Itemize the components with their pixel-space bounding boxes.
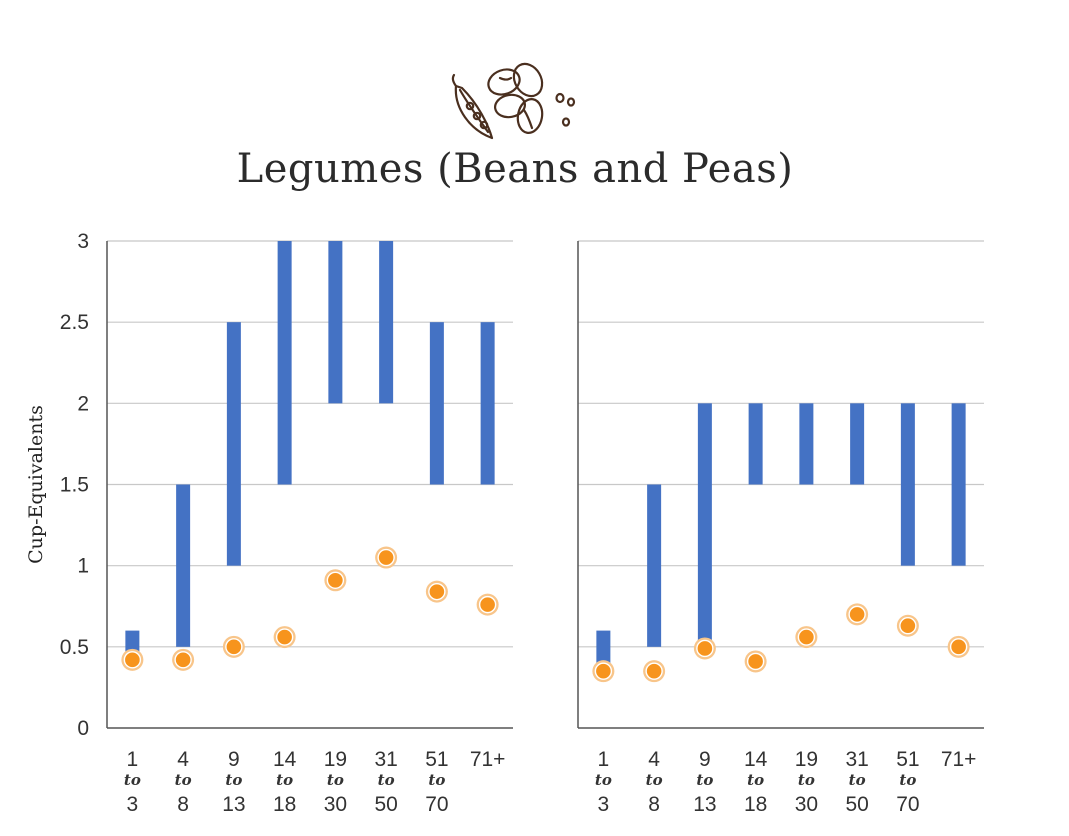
intake-dot xyxy=(275,628,294,646)
intake-dot xyxy=(899,617,917,635)
age-from-label: 51 xyxy=(425,748,448,771)
range-bar xyxy=(176,484,191,647)
age-to-label: 3 xyxy=(598,793,610,816)
range-bar xyxy=(647,484,662,647)
intake-dot xyxy=(174,651,192,669)
age-to-label: 70 xyxy=(425,793,448,816)
age-from-label: 51 xyxy=(896,748,919,771)
age-to-label: 3 xyxy=(127,793,139,816)
age-to-word: to xyxy=(747,771,764,789)
range-bar xyxy=(900,403,915,566)
y-tick-label: 2.5 xyxy=(60,311,89,334)
range-bar xyxy=(697,403,712,649)
intake-dot xyxy=(123,651,142,669)
age-to-word: to xyxy=(428,771,445,789)
age-to-label: 8 xyxy=(648,793,660,816)
y-tick-label: 1 xyxy=(77,555,89,578)
age-to-label: 30 xyxy=(795,793,818,816)
age-to-word: to xyxy=(849,771,866,789)
range-bar xyxy=(850,403,865,485)
age-to-label: 50 xyxy=(374,793,397,816)
intake-dot xyxy=(478,595,497,614)
age-from-label: 4 xyxy=(177,748,189,771)
chart-panel-1: 00.511.522.53Cup-Equivalents1to34to89to1… xyxy=(25,230,513,816)
range-bar xyxy=(748,403,763,485)
intake-dot xyxy=(428,582,446,601)
age-from-label: 31 xyxy=(845,748,868,771)
range-bar xyxy=(328,241,343,404)
age-to-word: to xyxy=(899,771,916,789)
age-from-label: 71+ xyxy=(941,748,977,771)
range-bar xyxy=(429,322,444,485)
y-tick-label: 3 xyxy=(77,230,89,253)
age-from-label: 9 xyxy=(699,748,711,771)
range-bar xyxy=(379,241,394,404)
intake-dot xyxy=(949,638,968,656)
age-from-label: 71+ xyxy=(470,748,506,771)
range-bar xyxy=(480,322,495,485)
age-to-word: to xyxy=(225,771,242,789)
age-to-word: to xyxy=(276,771,293,789)
intake-dot xyxy=(645,662,663,680)
age-from-label: 1 xyxy=(127,748,139,771)
range-bar xyxy=(226,322,241,566)
age-to-word: to xyxy=(175,771,192,789)
age-to-word: to xyxy=(327,771,344,789)
intake-dot xyxy=(848,605,866,624)
age-to-label: 18 xyxy=(744,793,767,816)
age-from-label: 1 xyxy=(598,748,610,771)
age-to-word: to xyxy=(378,771,395,789)
y-tick-label: 1.5 xyxy=(60,474,89,497)
age-to-label: 8 xyxy=(177,793,189,816)
age-to-word: to xyxy=(646,771,663,789)
age-from-label: 14 xyxy=(744,748,768,771)
intake-dot xyxy=(746,652,765,671)
intake-dot xyxy=(377,548,395,567)
age-from-label: 4 xyxy=(648,748,660,771)
age-to-label: 30 xyxy=(324,793,347,816)
age-to-word: to xyxy=(124,771,141,789)
age-from-label: 9 xyxy=(228,748,240,771)
age-from-label: 19 xyxy=(324,748,347,771)
age-from-label: 31 xyxy=(374,748,397,771)
age-to-word: to xyxy=(798,771,815,789)
age-to-label: 50 xyxy=(845,793,868,816)
age-from-label: 14 xyxy=(273,748,297,771)
age-to-label: 18 xyxy=(273,793,296,816)
age-to-label: 13 xyxy=(693,793,716,816)
age-to-label: 13 xyxy=(222,793,245,816)
y-tick-label: 0.5 xyxy=(60,636,89,659)
age-to-word: to xyxy=(595,771,612,789)
intake-dot xyxy=(225,638,243,656)
age-to-word: to xyxy=(696,771,713,789)
y-tick-label: 2 xyxy=(77,392,89,415)
y-tick-label: 0 xyxy=(77,717,89,740)
intake-dot xyxy=(326,571,345,589)
age-from-label: 19 xyxy=(795,748,818,771)
intake-dot xyxy=(696,639,714,658)
range-bar xyxy=(951,403,966,566)
age-to-label: 70 xyxy=(896,793,919,816)
range-bar xyxy=(799,403,814,485)
legume-icon xyxy=(448,58,588,148)
y-axis-title: Cup-Equivalents xyxy=(25,405,47,564)
page-title: Legumes (Beans and Peas) xyxy=(236,146,794,192)
range-bar xyxy=(277,241,292,485)
intake-dot xyxy=(797,628,816,646)
intake-dot xyxy=(594,662,613,680)
